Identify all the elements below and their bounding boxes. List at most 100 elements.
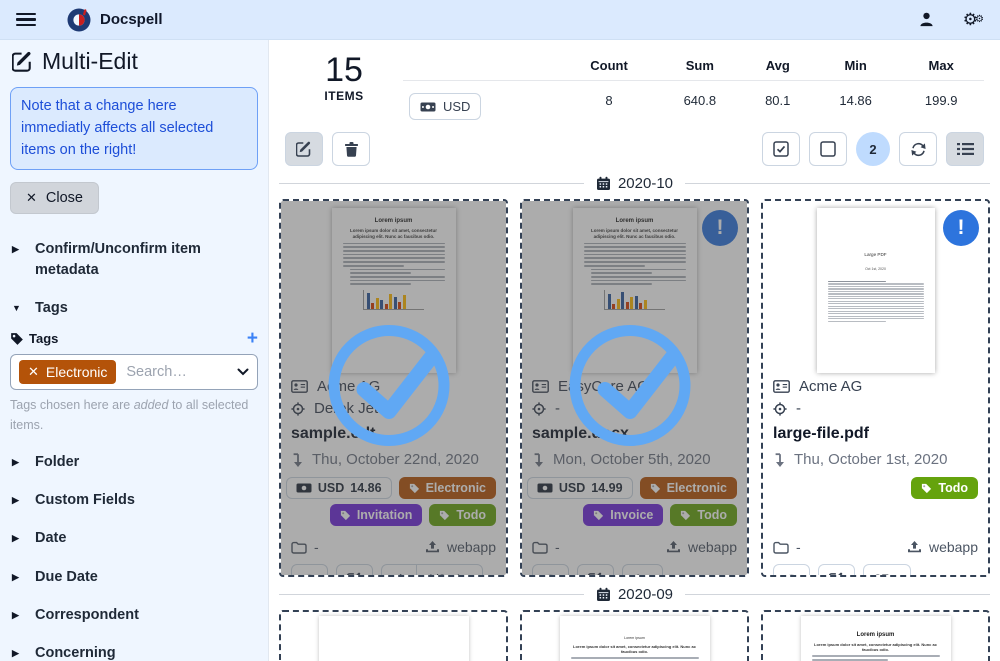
money-icon — [296, 483, 312, 493]
item-card-large-file-pdf[interactable]: ! Large PDF Oct 1st, 2020 — [761, 199, 990, 577]
section-tags[interactable]: ▼ Tags — [12, 299, 68, 316]
concerning-icon — [532, 401, 546, 416]
deselect-all-button[interactable] — [809, 132, 847, 166]
chevron-down-icon — [237, 368, 249, 376]
multi-edit-button[interactable] — [285, 132, 323, 166]
section-concerning[interactable]: ▶ Concerning — [12, 645, 116, 661]
section-folder[interactable]: ▶ Folder — [12, 453, 80, 470]
pages-label: 4p. — [623, 565, 662, 576]
selected-tag-chip[interactable]: ✕ Electronic — [19, 360, 117, 385]
select-all-button[interactable] — [762, 132, 800, 166]
date-group-label: 2020-10 — [617, 175, 674, 192]
avg-value: 80.1 — [765, 93, 791, 108]
date-group-header: 2020-09 — [279, 586, 990, 603]
sum-value: 640.8 — [683, 93, 717, 108]
item-card[interactable]: Lorem ipsum Lorem ipsum dolor sit amet, … — [761, 610, 990, 661]
max-value: 199.9 — [924, 93, 958, 108]
refresh-icon — [910, 142, 926, 156]
item-date: Mon, October 5th, 2020 — [553, 451, 711, 468]
money-icon — [420, 102, 436, 111]
items-toolbar: 2 — [269, 124, 1000, 166]
tag-icon — [10, 332, 24, 346]
empty-square-icon — [820, 141, 836, 157]
delete-button[interactable] — [332, 132, 370, 166]
add-tag-plus-icon[interactable]: + — [246, 328, 258, 350]
source-value: webapp — [446, 539, 496, 555]
docspell-logo-icon — [66, 7, 92, 33]
folder-value: - — [314, 539, 319, 555]
section-due-date[interactable]: ▶ Due Date — [12, 568, 98, 585]
selected-check-icon — [560, 311, 710, 466]
col-avg: Avg — [742, 52, 813, 81]
edit-icon — [347, 572, 361, 575]
selected-count-badge: 2 — [856, 132, 890, 166]
date-group-label: 2020-09 — [617, 586, 674, 603]
edit-icon — [296, 141, 311, 157]
col-max: Max — [898, 52, 984, 81]
user-account-icon[interactable] — [918, 11, 935, 28]
selected-overlay — [281, 201, 506, 575]
pages-label: 37p. — [864, 565, 910, 576]
brand-name: Docspell — [100, 11, 163, 28]
caret-right-icon: ▶ — [12, 244, 19, 255]
top-navbar: Docspell ⚙ ⚙ — [0, 0, 1000, 40]
tag-badge: Electronic — [398, 477, 496, 499]
concerning-name: - — [555, 400, 560, 417]
item-preview[interactable]: Large PDF Oct 1st, 2020 — [763, 201, 988, 373]
caret-right-icon: ▶ — [12, 533, 19, 544]
col-count: Count — [561, 52, 658, 81]
tag-badge: Todo — [429, 504, 496, 526]
item-card-sample-odt[interactable]: Lorem ipsum Lorem ipsum dolor sit amet, … — [279, 199, 508, 577]
item-date-icon — [534, 452, 543, 467]
section-date[interactable]: ▶ Date — [12, 530, 67, 547]
edit-item-button[interactable] — [818, 564, 855, 575]
preview-eye-button[interactable] — [291, 564, 328, 575]
settings-gears-icon[interactable]: ⚙ ⚙ — [962, 10, 984, 29]
section-custom-fields[interactable]: ▶ Custom Fields — [12, 492, 135, 509]
item-date-icon — [775, 452, 784, 467]
amount-badge: USD 14.86 — [285, 477, 392, 499]
item-card[interactable]: Lorem ipsum Lorem ipsum dolor sit amet, … — [520, 610, 749, 661]
preview-doc-title: Lorem ipsum — [624, 636, 645, 640]
amount-badge: USD 14.99 — [526, 477, 633, 499]
upload-source-icon — [907, 540, 921, 552]
unconfirmed-icon: ! — [702, 210, 738, 246]
brand[interactable]: Docspell — [66, 7, 163, 33]
correspondent-icon — [532, 380, 549, 393]
folder-icon — [773, 541, 789, 554]
edit-pencil-square-icon — [12, 51, 33, 72]
edit-item-button[interactable] — [336, 564, 373, 575]
refresh-button[interactable] — [899, 132, 937, 166]
tags-dropdown[interactable]: ✕ Electronic Search… — [10, 354, 258, 391]
items-main-panel: 15 ITEMS Count Sum Avg Min Max USD — [268, 40, 1000, 661]
source-value: webapp — [928, 539, 978, 555]
item-date: Thu, October 1st, 2020 — [794, 451, 948, 468]
item-card-sample-docx[interactable]: ! Lorem ipsum Lorem ipsum dolor sit amet… — [520, 199, 749, 577]
tag-icon — [922, 483, 932, 493]
close-button[interactable]: ✕ Close — [10, 182, 99, 215]
list-view-button[interactable] — [946, 132, 984, 166]
item-name: large-file.pdf — [773, 425, 870, 442]
item-date: Thu, October 22nd, 2020 — [312, 451, 479, 468]
tag-icon — [681, 510, 691, 520]
folder-value: - — [555, 539, 560, 555]
calendar-icon — [596, 176, 610, 190]
edit-item-button[interactable] — [577, 564, 614, 575]
section-correspondent[interactable]: ▶ Correspondent — [12, 607, 139, 624]
tag-icon — [340, 510, 350, 520]
count-value: 8 — [605, 93, 613, 108]
money-icon — [537, 483, 553, 493]
preview-doc-title: Lorem ipsum — [856, 632, 895, 638]
section-confirm-metadata[interactable]: ▶ Confirm/Unconfirm item metadata — [12, 241, 201, 278]
remove-tag-icon[interactable]: ✕ — [28, 364, 39, 380]
tags-panel: Tags + ✕ Electronic Search… Tags chosen … — [10, 327, 258, 443]
folder-icon — [532, 541, 548, 554]
preview-eye-button[interactable] — [773, 564, 810, 575]
edit-icon — [829, 572, 843, 575]
items-total-label: ITEMS — [324, 89, 364, 103]
preview-doc-title: Lorem ipsum — [615, 218, 654, 224]
hamburger-menu-icon[interactable] — [16, 12, 36, 27]
preview-eye-button[interactable] — [532, 564, 569, 575]
attachment-pager: 4p. — [622, 564, 663, 576]
item-card[interactable]: Keywords in PDF — [279, 610, 508, 661]
